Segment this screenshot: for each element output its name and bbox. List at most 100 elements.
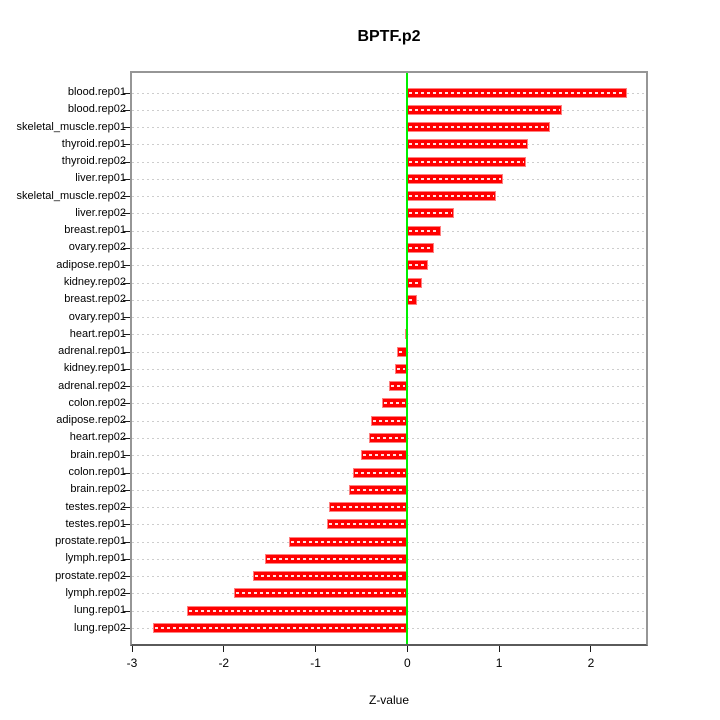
y-tick <box>123 334 130 336</box>
y-tick <box>123 489 130 491</box>
bar-center-dash <box>235 592 406 595</box>
category-label: blood.rep02 <box>67 103 126 116</box>
grid-line <box>132 282 646 284</box>
category-label: testes.rep01 <box>65 517 126 530</box>
grid-line <box>132 334 646 336</box>
bar-center-dash <box>397 367 406 370</box>
bar-center-dash <box>409 264 426 267</box>
x-tick-label: 0 <box>404 656 411 670</box>
bar-center-dash <box>255 575 406 578</box>
bar-center-dash <box>189 609 406 612</box>
bar-center-dash <box>290 540 406 543</box>
category-label: lymph.rep01 <box>65 552 126 565</box>
bar-center-dash <box>370 436 406 439</box>
y-tick <box>123 610 130 612</box>
y-tick <box>123 472 130 474</box>
bar <box>187 605 408 616</box>
category-label: breast.rep02 <box>64 293 126 306</box>
y-tick <box>123 282 130 284</box>
category-label: thyroid.rep02 <box>61 155 126 168</box>
y-tick <box>123 92 130 94</box>
bar-center-dash <box>409 143 526 146</box>
bar-center-dash <box>391 385 406 388</box>
y-tick <box>123 437 130 439</box>
category-label: kidney.rep01 <box>63 362 126 375</box>
category-label: adrenal.rep02 <box>58 379 126 392</box>
bar-center-dash <box>363 454 406 457</box>
grid-line <box>132 109 646 111</box>
bar <box>407 242 434 253</box>
bar-center-dash <box>399 350 406 353</box>
y-tick <box>123 576 130 578</box>
y-tick <box>123 178 130 180</box>
grid-line <box>132 127 646 129</box>
category-label: heart.rep01 <box>69 327 126 340</box>
bar <box>407 277 423 288</box>
y-tick <box>123 420 130 422</box>
category-label: lung.rep02 <box>74 621 126 634</box>
grid-line <box>132 196 646 198</box>
grid-line <box>132 317 646 319</box>
category-label: kidney.rep02 <box>63 276 126 289</box>
y-tick <box>123 144 130 146</box>
grid-line <box>132 247 646 249</box>
category-label: brain.rep01 <box>70 448 126 461</box>
bar-center-dash <box>355 471 406 474</box>
bar <box>407 122 550 133</box>
x-tick <box>590 646 592 652</box>
grid-line <box>132 144 646 146</box>
bar <box>153 623 408 633</box>
bar-center-dash <box>267 557 406 560</box>
y-tick <box>123 161 130 163</box>
bar-center-dash <box>409 108 560 111</box>
y-tick <box>123 541 130 543</box>
category-label: skeletal_muscle.rep02 <box>16 189 126 202</box>
bar <box>288 536 408 547</box>
y-tick <box>123 109 130 111</box>
bar-center-dash <box>155 627 406 629</box>
category-label: liver.rep02 <box>75 206 126 219</box>
grid-line <box>132 161 646 163</box>
category-label: adrenal.rep01 <box>58 345 126 358</box>
y-tick <box>123 558 130 560</box>
category-label: colon.rep01 <box>68 466 127 479</box>
bar <box>407 156 526 167</box>
bar-center-dash <box>331 506 406 509</box>
bar <box>368 432 408 443</box>
bar <box>353 467 408 478</box>
y-tick <box>123 386 130 388</box>
category-label: testes.rep02 <box>65 500 126 513</box>
y-tick <box>123 593 130 595</box>
grid-line <box>132 230 646 232</box>
bar-center-dash <box>409 281 421 284</box>
grid-line <box>132 368 646 370</box>
bar <box>407 87 627 98</box>
bar <box>361 450 408 461</box>
category-label: breast.rep01 <box>64 224 126 237</box>
y-tick <box>123 127 130 129</box>
grid-line <box>132 178 646 180</box>
bars-layer <box>132 73 646 644</box>
bar-center-dash <box>409 177 501 180</box>
bar <box>326 519 408 530</box>
grid-line <box>132 92 646 94</box>
bar <box>407 208 455 219</box>
y-tick <box>123 213 130 215</box>
bar-center-dash <box>409 298 415 301</box>
x-tick <box>406 646 408 652</box>
x-axis-title: Z-value <box>368 693 409 707</box>
y-tick <box>123 507 130 509</box>
plot-area <box>130 71 648 646</box>
bar <box>407 260 428 271</box>
y-tick <box>123 455 130 457</box>
x-tick-label: 2 <box>587 656 595 670</box>
bar <box>233 588 408 599</box>
bar-center-dash <box>409 160 524 163</box>
grid-line <box>132 299 646 301</box>
y-tick <box>123 230 130 232</box>
category-label: prostate.rep01 <box>55 535 126 548</box>
bar <box>407 191 497 202</box>
bar <box>407 104 562 115</box>
y-tick <box>123 299 130 301</box>
zero-reference-line <box>406 73 409 644</box>
